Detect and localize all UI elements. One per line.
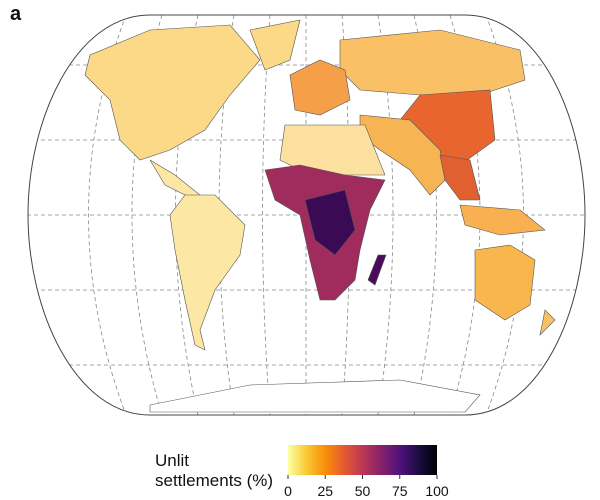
- tick-label: 25: [317, 483, 333, 499]
- legend-title: Unlit: [155, 451, 189, 470]
- tick-label: 75: [392, 483, 408, 499]
- tick-label: 100: [425, 483, 449, 499]
- land: [84, 19, 556, 413]
- tick-label: 0: [284, 483, 292, 499]
- tick-label: 50: [355, 483, 371, 499]
- map-outline: [27, 14, 586, 416]
- colorbar: [288, 445, 437, 475]
- legend-title: settlements (%): [155, 471, 273, 490]
- panel-label: a: [10, 3, 22, 25]
